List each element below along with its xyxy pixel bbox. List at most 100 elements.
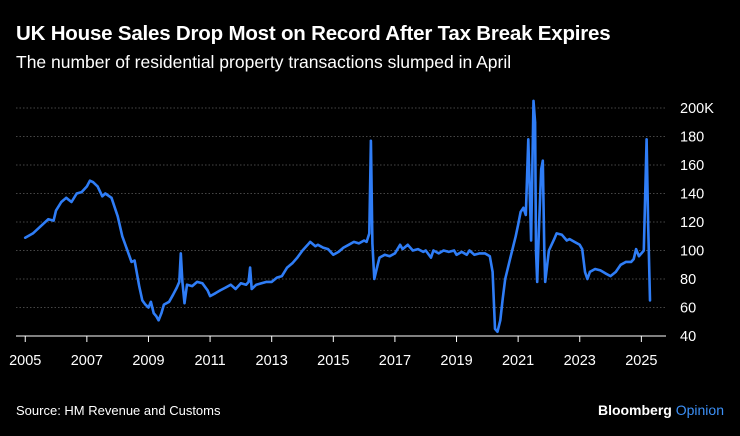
data-point [31, 232, 35, 235]
data-point [541, 159, 544, 162]
x-tick-label: 2005 [9, 353, 41, 369]
data-point [614, 270, 617, 273]
data-point [529, 239, 533, 242]
data-point [301, 249, 304, 252]
data-point [314, 245, 317, 248]
x-tick-label: 2017 [379, 353, 411, 369]
data-point [534, 249, 538, 252]
data-point [214, 292, 217, 295]
data-point [455, 253, 458, 256]
y-tick-label: 60 [680, 301, 696, 317]
data-point [599, 269, 602, 272]
brand-primary: Bloomberg [597, 402, 672, 418]
series-line [23, 99, 652, 333]
data-point [80, 190, 83, 194]
x-tick-label: 2009 [132, 353, 164, 369]
y-tick-label: 120 [680, 215, 704, 231]
data-point [183, 302, 186, 305]
data-point [645, 138, 648, 141]
data-point [60, 200, 63, 204]
data-point [533, 121, 537, 124]
x-tick-label: 2011 [194, 353, 225, 369]
data-point [191, 285, 194, 288]
x-tick-label: 2015 [317, 353, 349, 369]
data-point [249, 266, 252, 269]
data-point [160, 312, 163, 315]
y-tick-label: 160 [680, 158, 704, 174]
chart-title: UK House Sales Drop Most on Record After… [16, 22, 611, 45]
y-tick-label: 200K [680, 101, 714, 117]
x-tick-label: 2019 [440, 353, 472, 369]
data-point [609, 275, 612, 278]
data-point [429, 256, 433, 259]
data-point [452, 249, 456, 252]
data-point [543, 249, 546, 252]
data-point [70, 200, 73, 204]
data-point [332, 253, 335, 256]
data-point [478, 252, 481, 255]
data-point [133, 259, 136, 262]
data-point [326, 247, 330, 251]
data-point [514, 235, 517, 238]
data-point [275, 276, 279, 279]
data-point [371, 242, 374, 245]
data-point [110, 196, 113, 199]
data-point [568, 238, 571, 241]
data-point [594, 267, 597, 271]
data-point [509, 256, 512, 259]
data-point [406, 243, 409, 246]
data-point [635, 247, 638, 251]
data-point [437, 252, 440, 255]
data-point [181, 280, 184, 283]
data-point [486, 253, 489, 256]
data-point [630, 260, 633, 263]
y-tick-label: 140 [680, 187, 704, 203]
data-point [586, 277, 589, 281]
data-point [588, 270, 592, 273]
data-point [399, 243, 402, 246]
data-point [224, 286, 227, 289]
data-point [565, 239, 568, 242]
data-point [270, 280, 273, 283]
brand-logo: Bloomberg Opinion [598, 402, 724, 418]
chart-subtitle: The number of residential property trans… [16, 52, 512, 72]
data-point [141, 299, 144, 302]
data-point [369, 139, 372, 142]
data-point [424, 249, 427, 252]
data-point [555, 232, 558, 235]
data-point [640, 252, 643, 255]
data-point [255, 283, 258, 286]
data-point [581, 247, 584, 251]
x-tick-label: 2013 [256, 353, 288, 369]
data-point [619, 263, 622, 266]
data-point [280, 275, 283, 278]
data-point [144, 303, 147, 306]
data-point [532, 99, 535, 102]
data-point [306, 243, 309, 246]
data-point [260, 282, 263, 285]
data-point [322, 246, 325, 249]
data-point [96, 185, 99, 188]
data-point [378, 256, 381, 259]
data-point [401, 247, 404, 251]
data-point [493, 327, 497, 330]
x-tick-label: 2023 [564, 353, 596, 369]
source-note: Source: HM Revenue and Customs [16, 403, 221, 418]
data-point [637, 255, 640, 258]
x-tick-label: 2025 [625, 353, 657, 369]
data-point [473, 253, 476, 256]
data-point [185, 283, 189, 286]
data-point [179, 252, 182, 255]
data-point [499, 319, 502, 322]
data-point [91, 181, 95, 184]
data-point [491, 270, 494, 273]
data-point [524, 213, 527, 216]
x-tick-label: 2021 [502, 353, 534, 369]
data-point [465, 253, 468, 256]
data-point [553, 238, 556, 241]
brand-secondary: Opinion [675, 402, 724, 418]
data-point [85, 185, 88, 188]
data-point [162, 303, 165, 306]
data-point [116, 215, 119, 218]
